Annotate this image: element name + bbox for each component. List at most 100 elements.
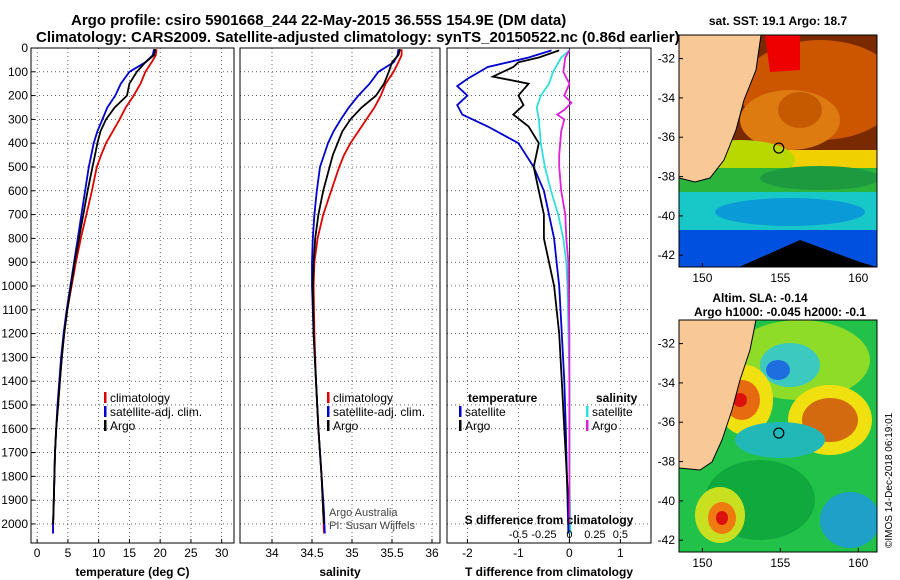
map-x-tick-label: 150	[692, 271, 712, 285]
plot-frame	[239, 47, 441, 544]
depth-tick-label: 0	[21, 41, 28, 55]
legend-label: satellite-adj. clim.	[110, 405, 202, 419]
legend-swatch	[327, 392, 330, 403]
difference-t-argo-line	[490, 49, 571, 525]
x-tick-label: 35.5	[380, 546, 404, 560]
legend-label: Argo	[333, 419, 359, 433]
x-tick-label: 35	[345, 546, 359, 560]
sla-map-title-line2: Argo h1000: -0.045 h2000: -0.1	[694, 305, 866, 319]
salinity-satellite-line	[311, 49, 400, 534]
s-tick-label: -0.5	[509, 529, 528, 541]
sst-map-field	[679, 35, 877, 267]
depth-tick-label: 1200	[1, 327, 28, 341]
depth-tick-label: 1600	[1, 422, 28, 436]
depth-tick-label: 900	[8, 255, 28, 269]
x-tick-label: 15	[123, 546, 137, 560]
map-y-tick-label: -40	[658, 209, 676, 223]
depth-tick-label: 500	[8, 160, 28, 174]
map-y-tick-label: -40	[658, 494, 676, 508]
difference-s-argo-line	[555, 49, 573, 524]
salinity-argo-line	[311, 48, 401, 525]
depth-tick-label: 1400	[1, 374, 28, 388]
difference-panel: -2 -1 0 1 T difference from climatology S dif…	[446, 47, 652, 579]
depth-tick-label: 1300	[1, 350, 28, 364]
x-tick-label: 34.5	[300, 546, 324, 560]
map-y-tick-label: -38	[658, 455, 676, 469]
legend-label: Argo	[110, 419, 136, 433]
sla-map: Altim. SLA: -0.14 Argo h1000: -0.045 h20…	[658, 291, 878, 570]
x-tick-label: 25	[184, 546, 198, 560]
map-x-tick-label: 155	[770, 271, 790, 285]
x-tick-label: 5	[65, 546, 72, 560]
plot-frame	[446, 47, 652, 544]
s-tick-label: 0.5	[613, 529, 628, 541]
map-y-tick-label: -32	[658, 52, 676, 66]
map-y-tick-label: -32	[658, 337, 676, 351]
depth-tick-label: 700	[8, 208, 28, 222]
legend-swatch	[459, 420, 462, 431]
plot-frame	[30, 47, 235, 544]
x-tick-label: 0	[34, 546, 41, 560]
depth-tick-label: 800	[8, 231, 28, 245]
legend-salinity-title: salinity	[596, 391, 638, 405]
x-axis-label: temperature (deg C)	[75, 565, 189, 579]
depth-tick-label: 1900	[1, 493, 28, 507]
difference-t-satellite-line	[455, 49, 570, 534]
x-tick-label: 0	[566, 546, 573, 560]
x-tick-label: 30	[215, 546, 229, 560]
legend-swatch	[586, 406, 589, 417]
legend-swatch	[327, 406, 330, 417]
map-x-tick-label: 155	[770, 556, 790, 570]
map-y-tick-label: -36	[658, 130, 676, 144]
temperature-satellite-line	[52, 49, 155, 534]
legend-label: satellite-adj. clim.	[333, 405, 425, 419]
legend-swatch	[459, 406, 462, 417]
map-y-tick-label: -34	[658, 376, 676, 390]
depth-tick-label: 1800	[1, 469, 28, 483]
s-difference-axis-label: S difference from climatology	[465, 513, 634, 527]
sst-map: sat. SST: 19.1 Argo: 18.7 150 15	[658, 14, 878, 285]
legend-label: Argo	[465, 419, 491, 433]
sla-map-title-line1: Altim. SLA: -0.14	[712, 291, 808, 305]
map-y-tick-label: -38	[658, 170, 676, 184]
s-tick-label: 0.25	[584, 529, 605, 541]
map-x-tick-label: 150	[692, 556, 712, 570]
map-x-tick-label: 160	[848, 271, 868, 285]
legend-label: satellite	[465, 405, 506, 419]
x-tick-label: -2	[462, 546, 473, 560]
legend-label: climatology	[333, 391, 393, 405]
x-tick-label: 36	[425, 546, 439, 560]
timestamp-credit: ©IMOS 14-Dec-2018 06:19:01	[884, 412, 895, 548]
depth-tick-label: 2000	[1, 517, 28, 531]
figure-title-line2: Climatology: CARS2009. Satellite-adjuste…	[36, 29, 680, 46]
legend-label: Argo	[592, 419, 618, 433]
map-y-tick-label: -36	[658, 415, 676, 429]
depth-tick-label: 1700	[1, 446, 28, 460]
s-tick-label: 0	[566, 529, 572, 541]
legend-swatch	[586, 420, 589, 431]
x-tick-label: -1	[513, 546, 524, 560]
x-tick-label: 1	[617, 546, 624, 560]
sla-map-field	[679, 320, 877, 552]
x-axis-label: salinity	[319, 565, 361, 579]
sst-map-title: sat. SST: 19.1 Argo: 18.7	[709, 14, 848, 28]
depth-tick-label: 600	[8, 184, 28, 198]
map-y-tick-label: -42	[658, 533, 676, 547]
legend-swatch	[104, 392, 107, 403]
x-axis-label: T difference from climatology	[465, 565, 633, 579]
legend-temperature-title: temperature	[468, 391, 538, 405]
figure-title-line1: Argo profile: csiro 5901668_244 22-May-2…	[71, 12, 567, 29]
depth-tick-label: 1500	[1, 398, 28, 412]
depth-tick-label: 400	[8, 136, 28, 150]
salinity-panel: 34 34.5 35 35.5 36 salinity climatologysatelli…	[239, 47, 441, 579]
depth-tick-label: 100	[8, 65, 28, 79]
x-tick-label: 20	[154, 546, 168, 560]
sla-argo-location-marker	[773, 427, 785, 439]
legend-label: climatology	[110, 391, 170, 405]
credit-line1: Argo Australia	[329, 507, 398, 519]
sst-argo-location-marker	[773, 142, 785, 154]
credit-line2: PI: Susan Wijffels	[329, 520, 415, 532]
legend-swatch	[104, 420, 107, 431]
